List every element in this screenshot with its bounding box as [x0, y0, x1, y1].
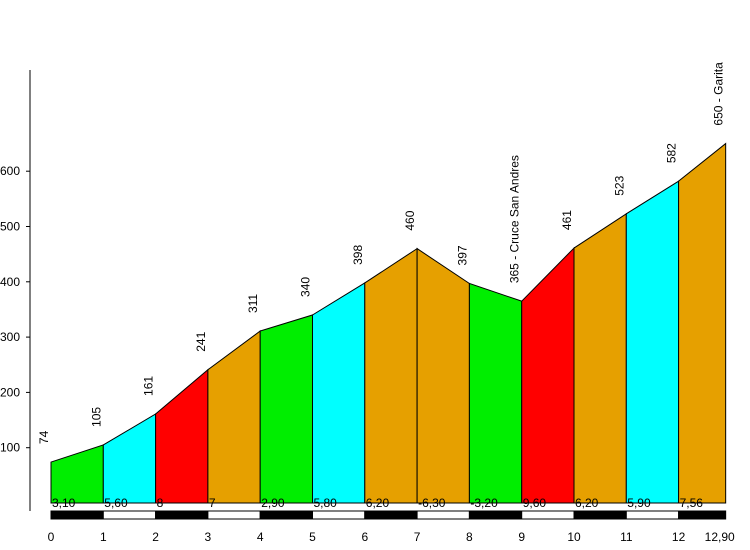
x-tick-label: 4: [257, 530, 264, 544]
distance-bar-block: [573, 510, 627, 520]
profile-segment-1: [102, 413, 157, 504]
profile-segment-3: [207, 330, 261, 504]
elevation-label: 241: [194, 331, 208, 351]
distance-bar-block: [50, 510, 104, 520]
profile-segment-0: [50, 444, 104, 504]
elevation-label: 397: [455, 245, 469, 265]
x-tick-label: 8: [466, 530, 473, 544]
labels-layer: 3,10 5,60 8 7 2,90 5,80 6,20 -6,30 -3,20 9,60 6,20…: [37, 62, 726, 510]
distance-bar-block: [468, 510, 523, 520]
profile-segment-12: [678, 142, 727, 504]
elevation-label: 365 - Cruce San Andres: [508, 155, 522, 283]
elevation-label: 74: [37, 430, 51, 444]
distance-bar-block: [416, 510, 470, 520]
y-tick-label: 600: [0, 164, 20, 178]
elevation-label: 161: [142, 376, 156, 396]
distance-bar-block: [625, 510, 680, 520]
x-tick-label: 10: [567, 530, 581, 544]
elevation-label: 311: [246, 294, 260, 313]
segment-gradient-label: 5,60: [104, 496, 128, 510]
x-tick-label: 0: [48, 530, 55, 544]
elevation-label: 582: [665, 143, 679, 163]
y-tick-label: 500: [0, 220, 20, 234]
x-tick-label: 1: [100, 530, 107, 544]
profile-segment-5: [312, 282, 366, 504]
x-tick-label: 11: [620, 530, 633, 544]
y-tick-label: 400: [0, 275, 20, 289]
distance-bar-block: [155, 510, 209, 520]
segment-gradient-label: 9,60: [523, 496, 547, 510]
y-tick-label: 300: [0, 330, 20, 344]
segment-gradient-label: -6,30: [418, 496, 446, 510]
elevation-label: 340: [299, 277, 313, 297]
elevation-label: 523: [612, 175, 626, 195]
profile-segment-10: [573, 212, 627, 504]
x-tick-label: 9: [518, 530, 525, 544]
elevation-label: 105: [89, 407, 103, 427]
distance-bar-block: [364, 510, 418, 520]
x-tick-label: 6: [361, 530, 368, 544]
x-tick-label: 7: [414, 530, 421, 544]
elevation-label: 460: [403, 210, 417, 230]
y-tick-label: 200: [0, 385, 20, 399]
distance-bar-block: [678, 510, 727, 520]
profile-segment-4: [259, 314, 313, 504]
segment-gradient-label: 5,90: [627, 496, 651, 510]
segment-gradient-label: 7,56: [680, 496, 704, 510]
elevation-label: 650 - Garita: [712, 62, 726, 126]
profile-segment-8: [468, 282, 523, 504]
segment-gradient-label: 7: [209, 496, 216, 510]
segments-layer: [50, 142, 727, 504]
distance-bar-block: [312, 510, 366, 520]
segment-gradient-label: 6,20: [366, 496, 390, 510]
x-tick-label: 12,90: [705, 530, 735, 544]
y-tick-label: 100: [0, 441, 20, 455]
profile-segment-11: [625, 180, 680, 504]
distance-bar-block: [521, 510, 575, 520]
x-tick-label: 5: [309, 530, 316, 544]
elevation-label: 461: [560, 210, 574, 230]
x-tick-label: 12: [672, 530, 686, 544]
profile-segment-9: [521, 246, 575, 504]
distance-bar-block: [259, 510, 314, 520]
x-tick-label: 3: [205, 530, 212, 544]
elevation-label: 398: [351, 245, 365, 265]
profile-segment-7: [416, 247, 470, 504]
segment-gradient-label: 6,20: [575, 496, 599, 510]
segment-gradient-label: 8: [157, 496, 164, 510]
distance-bar-block: [207, 510, 261, 520]
profile-segment-6: [364, 247, 418, 504]
segment-gradient-label: 3,10: [52, 496, 76, 510]
profile-segment-2: [155, 368, 209, 504]
distance-bar-block: [102, 510, 157, 520]
x-tick-label: 2: [152, 530, 159, 544]
segment-gradient-label: 5,80: [314, 496, 338, 510]
segment-gradient-label: -3,20: [470, 496, 498, 510]
segment-gradient-label: 2,90: [261, 496, 285, 510]
